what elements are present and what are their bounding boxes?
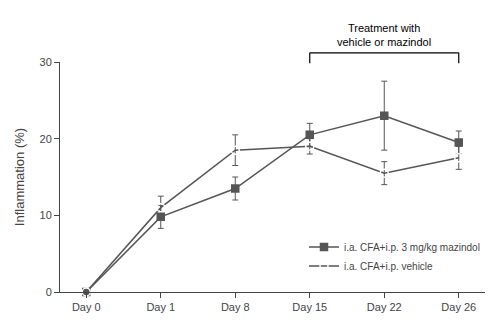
svg-text:i.a. CFA+i.p. 3 mg/kg mazindol: i.a. CFA+i.p. 3 mg/kg mazindol <box>344 242 480 253</box>
svg-text:Day 15: Day 15 <box>292 301 327 313</box>
svg-text:Treatment withvehicle or mazin: Treatment withvehicle or mazindol <box>337 22 431 48</box>
svg-text:Day 8: Day 8 <box>221 301 250 313</box>
svg-text:Day 0: Day 0 <box>72 301 101 313</box>
svg-text:Day 26: Day 26 <box>441 301 476 313</box>
svg-text:30: 30 <box>40 56 52 68</box>
svg-text:Inflammation (%): Inflammation (%) <box>12 128 27 226</box>
svg-text:0: 0 <box>46 286 52 298</box>
svg-text:i.a. CFA+i.p. vehicle: i.a. CFA+i.p. vehicle <box>344 261 433 272</box>
svg-text:Day 22: Day 22 <box>367 301 402 313</box>
svg-text:10: 10 <box>40 209 52 221</box>
svg-text:20: 20 <box>40 133 52 145</box>
svg-text:Day 1: Day 1 <box>146 301 175 313</box>
